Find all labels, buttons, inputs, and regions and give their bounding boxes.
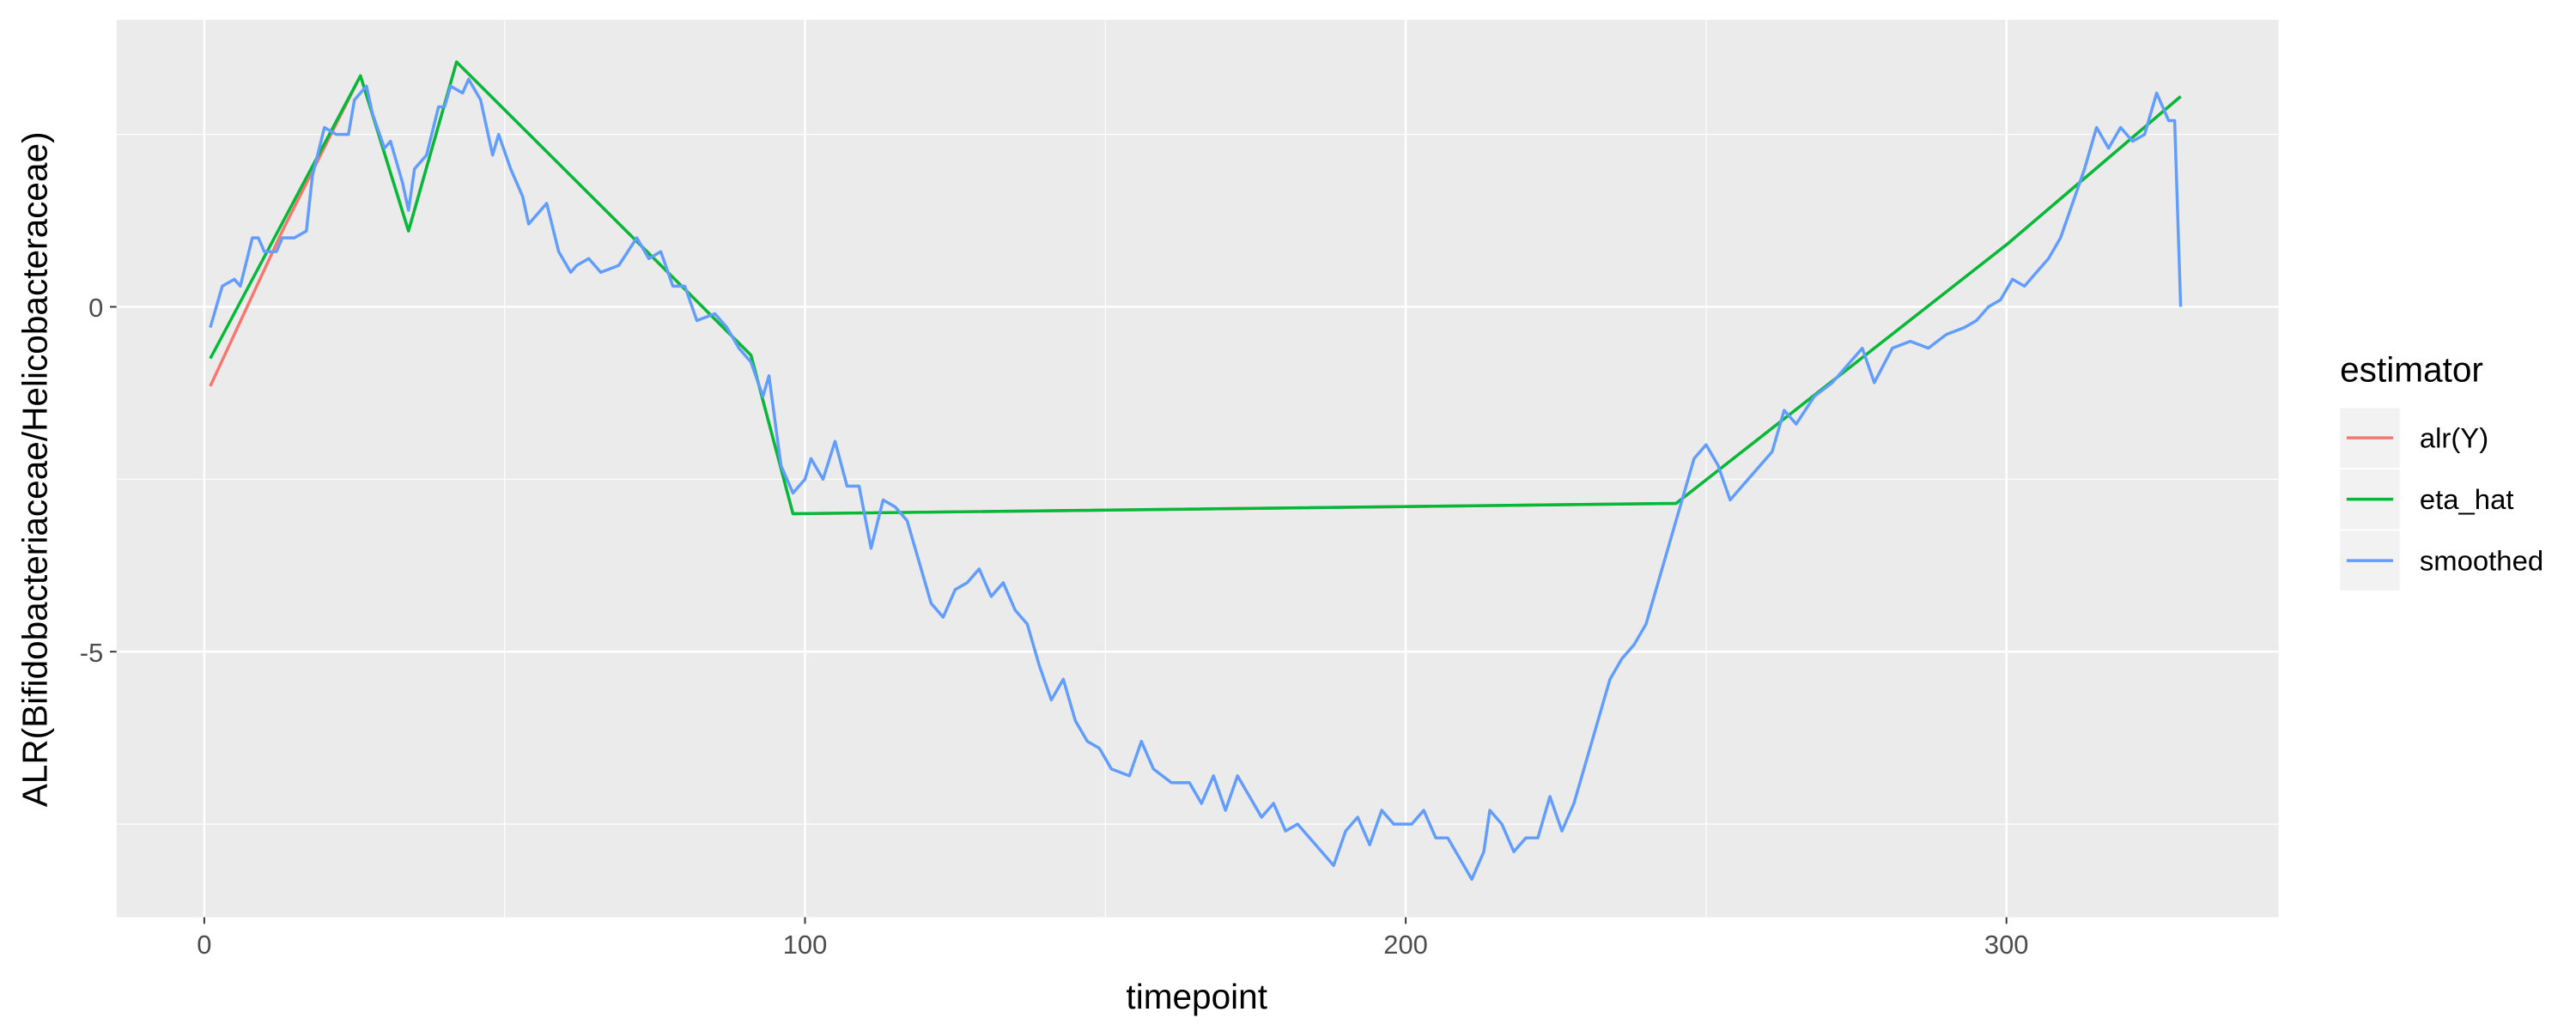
legend-label: smoothed [2420,545,2543,577]
legend-title: estimator [2340,349,2483,389]
y-tick-label: 0 [88,293,103,323]
y-axis-title: ALR(Bifidobacteriaceae/Helicobacteraceae… [15,131,55,807]
x-tick-label: 200 [1383,930,1428,960]
legend-label: alr(Y) [2420,422,2488,454]
x-tick-label: 300 [1984,930,2029,960]
panel [116,20,2279,918]
x-axis-title: timepoint [1126,977,1267,1016]
y-tick-label: -5 [80,638,103,668]
legend-label: eta_hat [2420,483,2514,515]
x-tick-label: 100 [783,930,828,960]
x-tick-label: 0 [197,930,211,960]
series-line [209,77,2183,882]
